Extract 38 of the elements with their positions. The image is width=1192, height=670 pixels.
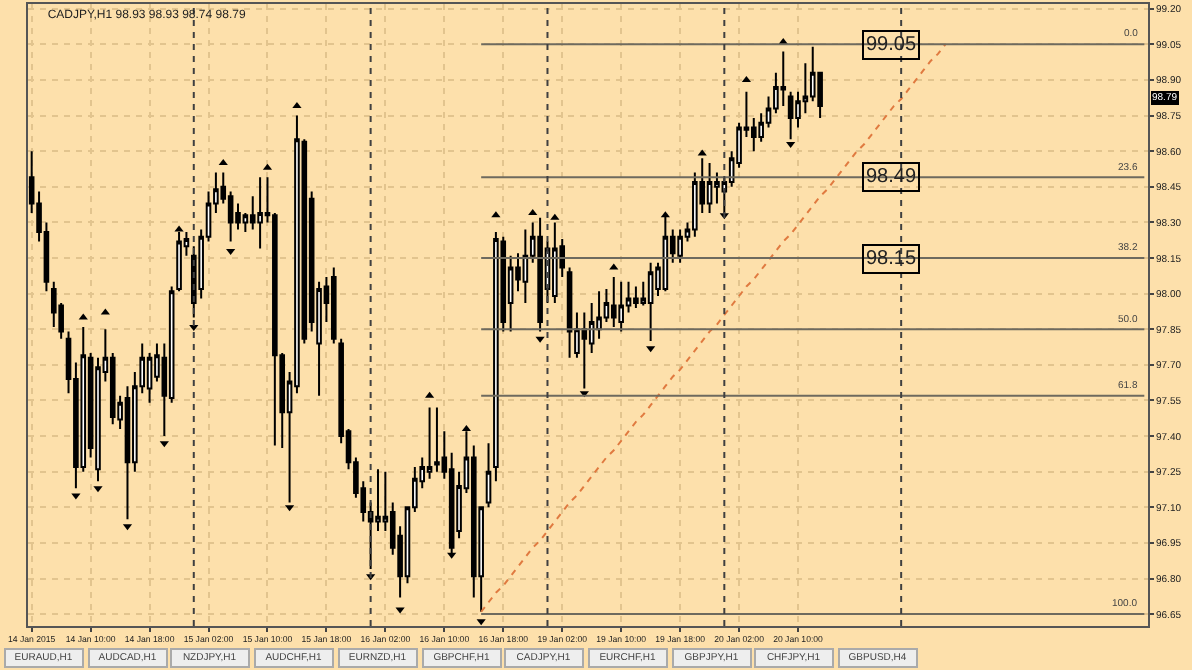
candlestick	[647, 261, 654, 343]
point	[447, 552, 457, 559]
point	[660, 211, 670, 218]
point	[476, 619, 486, 626]
point	[579, 391, 589, 398]
candlestick	[706, 162, 713, 214]
point	[697, 149, 707, 156]
candlestick	[610, 276, 617, 328]
point	[218, 159, 228, 166]
candlestick	[787, 90, 794, 141]
candlestick	[581, 311, 588, 390]
candlestick	[522, 228, 529, 305]
point	[226, 248, 236, 255]
point	[292, 102, 302, 109]
point	[71, 493, 81, 500]
candlestick	[714, 171, 720, 205]
candlestick	[662, 214, 669, 293]
point	[100, 308, 110, 315]
point	[528, 208, 538, 215]
candlestick	[434, 406, 440, 473]
candlestick	[552, 221, 558, 305]
candlestick	[633, 285, 639, 309]
point	[93, 486, 103, 493]
candlestick	[566, 266, 573, 359]
candlestick	[146, 351, 153, 404]
candlestick	[677, 228, 683, 264]
point	[550, 213, 560, 220]
point	[395, 607, 405, 614]
candlestick	[257, 176, 263, 250]
candlestick	[426, 406, 433, 480]
candlestick	[537, 216, 543, 333]
point	[646, 346, 656, 353]
point	[786, 142, 796, 149]
point	[174, 225, 184, 232]
point	[159, 441, 169, 448]
candlestick	[618, 280, 624, 333]
candlestick	[780, 50, 787, 108]
point	[609, 263, 619, 270]
